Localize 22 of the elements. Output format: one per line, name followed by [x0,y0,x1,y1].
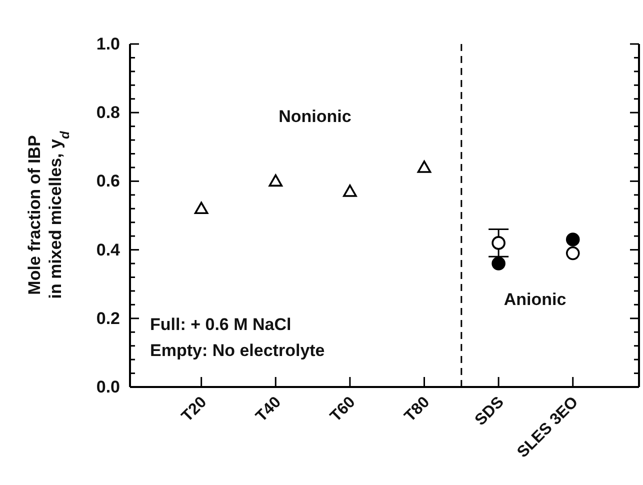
point [492,236,506,250]
point [566,246,580,260]
x-tick-label: T60 [327,394,359,426]
point [268,174,283,187]
y-tick-label: 0.2 [96,308,120,328]
point [194,202,208,214]
x-tick-label: T40 [252,394,285,426]
point [343,184,357,197]
y-tick-label: 1.0 [96,34,120,54]
point [566,232,580,246]
annotation: Nonionic [278,107,352,126]
y-tick-label: 0.6 [96,172,120,191]
x-tick-label: T20 [178,394,210,426]
annotation: Full: + 0.6 M NaCl [150,315,292,334]
y-tick-label: 0.4 [96,240,121,260]
point [417,160,432,173]
x-tick-label: T80 [402,394,434,426]
annotation: Anionic [504,290,566,309]
y-tick-label: 0.8 [96,103,120,122]
point [492,256,506,270]
y-tick-label: 0.0 [96,378,120,396]
annotation: Empty: No electrolyte [150,341,325,360]
